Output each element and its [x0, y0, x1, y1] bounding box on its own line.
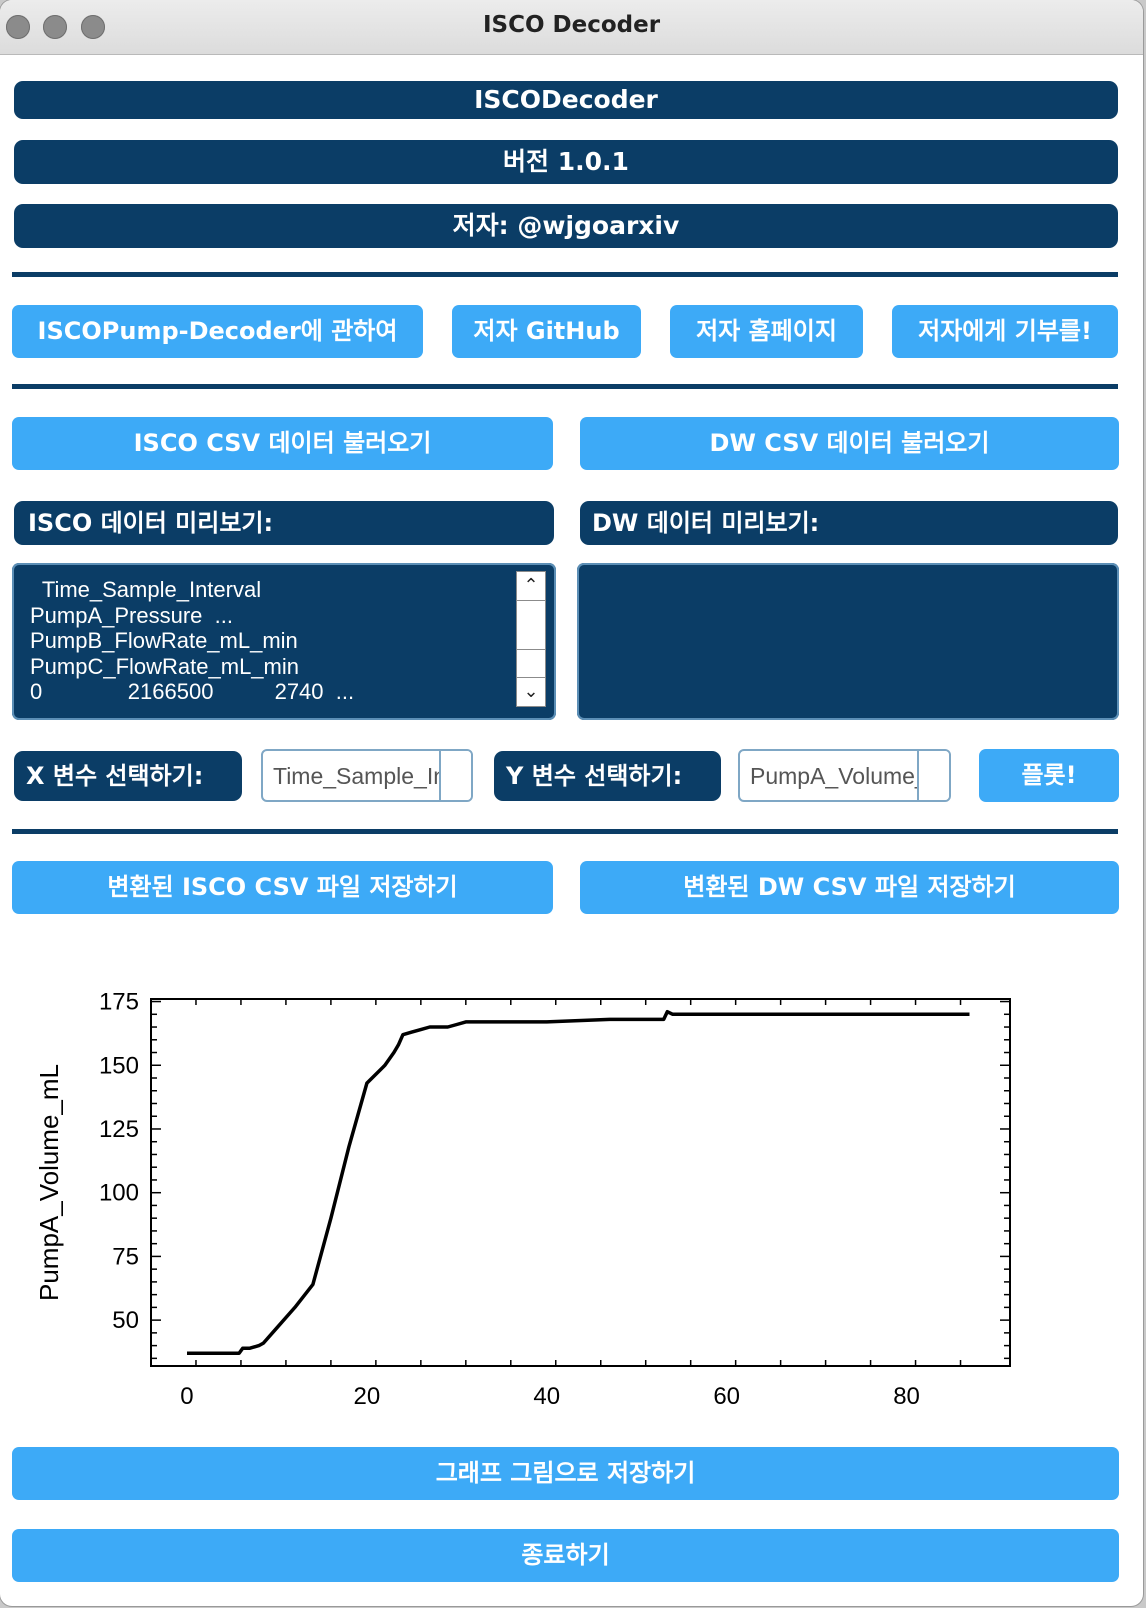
x-tick-label: 80 [893, 1383, 920, 1410]
y-variable-select[interactable]: PumpA_Volume_mL [738, 749, 951, 802]
window-title: ISCO Decoder [482, 12, 661, 38]
homepage-button[interactable]: 저자 홈페이지 [670, 305, 863, 358]
x-tick-label: 20 [354, 1383, 381, 1410]
divider [12, 272, 1118, 277]
divider [12, 829, 1118, 834]
about-button[interactable]: ISCOPump-Decoder에 관하여 [12, 305, 423, 358]
load-isco-csv-button[interactable]: ISCO CSV 데이터 불러오기 [12, 417, 553, 470]
donate-button[interactable]: 저자에게 기부를! [892, 305, 1118, 358]
preview-line: 0 2166500 2740 ... [30, 679, 355, 704]
author-banner: 저자: @wjgoarxiv [14, 204, 1118, 248]
y-tick-label: 100 [99, 1180, 139, 1207]
save-isco-csv-button[interactable]: 변환된 ISCO CSV 파일 저장하기 [12, 861, 553, 914]
app-name-banner: ISCODecoder [14, 81, 1118, 119]
y-tick-label: 150 [99, 1052, 139, 1079]
x-tick-label: 40 [533, 1383, 560, 1410]
minimize-window-icon[interactable] [43, 15, 67, 39]
volume-line-chart: 0 20 40 60 80 50 75 100 125 150 175 PumpA_Volume_mL [34, 989, 1011, 1410]
preview-line: Time_Sample_Interval [30, 577, 262, 602]
x-variable-select[interactable]: Time_Sample_Interval [261, 749, 473, 802]
plot-frame [150, 998, 1011, 1367]
y-tick-label: 50 [112, 1307, 139, 1334]
preview-line: PumpA_Pressure ... [30, 602, 233, 628]
save-figure-button[interactable]: 그래프 그림으로 저장하기 [12, 1447, 1119, 1500]
preview-line: PumpB_FlowRate_mL_min [30, 628, 298, 653]
series-line [187, 1009, 970, 1356]
y-tick-label: 75 [112, 1243, 139, 1270]
version-banner: 버전 1.0.1 [14, 140, 1118, 184]
chevron-up-icon[interactable]: ⌃ [523, 575, 539, 596]
save-dw-csv-button[interactable]: 변환된 DW CSV 파일 저장하기 [580, 861, 1119, 914]
dropdown-arrow-icon[interactable] [439, 751, 471, 800]
isco-preview-label: ISCO 데이터 미리보기: [14, 501, 554, 545]
dropdown-arrow-icon[interactable] [917, 751, 949, 800]
x-variable-value: Time_Sample_Interval [273, 763, 471, 789]
maximize-window-icon[interactable] [81, 15, 105, 39]
dw-preview-textbox[interactable] [577, 563, 1119, 720]
x-variable-label: X 변수 선택하기: [14, 751, 242, 801]
isco-preview-content: Time_Sample_Interval PumpA_Pressure ... Pu… [30, 577, 354, 705]
load-dw-csv-button[interactable]: DW CSV 데이터 불러오기 [580, 417, 1119, 470]
preview-scrollbar[interactable]: ⌃ ⌄ [516, 571, 546, 707]
close-window-icon[interactable] [6, 15, 30, 39]
isco-preview-textbox[interactable]: Time_Sample_Interval PumpA_Pressure ... Pu… [12, 563, 556, 720]
y-tick-label: 175 [99, 989, 139, 1016]
y-axis-label: PumpA_Volume_mL [34, 1064, 64, 1301]
y-variable-value: PumpA_Volume_mL [750, 763, 951, 789]
preview-line: PumpC_FlowRate_mL_min [30, 653, 299, 679]
x-tick-label: 60 [713, 1383, 740, 1410]
github-button[interactable]: 저자 GitHub [452, 305, 641, 358]
scrollbar-thumb[interactable] [517, 600, 545, 650]
chevron-down-icon[interactable]: ⌄ [517, 677, 545, 706]
plot-button[interactable]: 플롯! [979, 749, 1119, 802]
x-tick-label: 0 [180, 1383, 193, 1410]
quit-button[interactable]: 종료하기 [12, 1529, 1119, 1582]
divider [12, 384, 1118, 389]
y-tick-label: 125 [99, 1116, 139, 1143]
title-bar: ISCO Decoder [0, 0, 1143, 55]
y-variable-label: Y 변수 선택하기: [494, 751, 721, 801]
dw-preview-label: DW 데이터 미리보기: [580, 501, 1118, 545]
